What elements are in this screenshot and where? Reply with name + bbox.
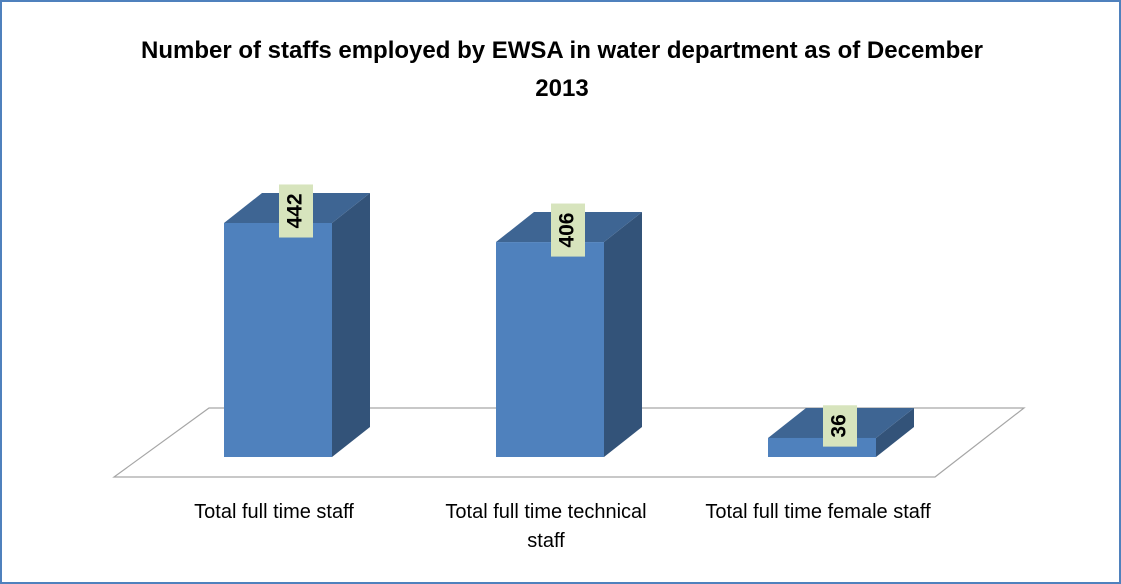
data-label: 36	[828, 414, 851, 437]
chart-title: Number of staffs employed by EWSA in wat…	[141, 37, 983, 102]
bar	[224, 193, 370, 457]
data-label-box	[279, 184, 313, 238]
x-tick-label: Total full time female staff	[705, 501, 931, 523]
x-tick-label: Total full time technical staff	[445, 501, 647, 552]
data-label-box	[551, 203, 585, 257]
bar-side	[332, 193, 370, 457]
bar-side	[604, 212, 642, 457]
bar-side	[876, 407, 914, 457]
bar-front	[768, 437, 876, 457]
bar-front	[224, 223, 332, 457]
floor	[112, 407, 1026, 478]
x-tick-label: Total full time staff	[194, 501, 354, 523]
data-label-box	[823, 405, 857, 447]
data-label: 442	[284, 193, 307, 228]
bar-front	[496, 242, 604, 457]
data-label: 406	[556, 213, 579, 248]
